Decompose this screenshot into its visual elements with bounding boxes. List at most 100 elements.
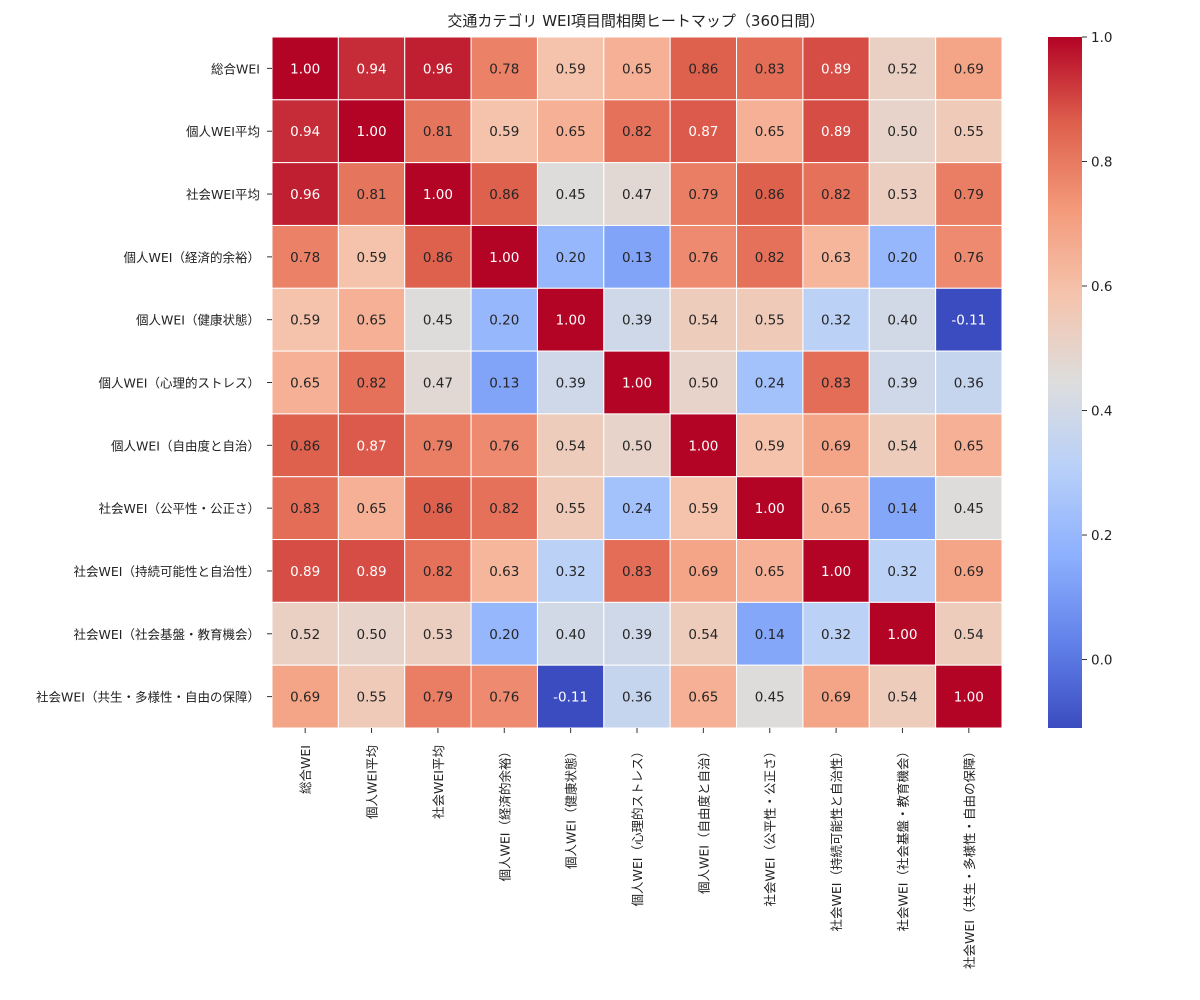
cell-value-label: 0.86 (489, 187, 519, 203)
heatmap-cell (868, 99, 937, 164)
heatmap-cell (536, 287, 605, 352)
heatmap-cell (271, 287, 339, 352)
heatmap-cell (470, 350, 538, 415)
cell-value-label: 0.40 (556, 627, 586, 643)
x-tick-label: 社会WEI（共生・多様性・自由の保障） (962, 745, 977, 969)
y-tick-label: 社会WEI（共生・多様性・自由の保障） (36, 690, 260, 705)
heatmap-cell (802, 350, 870, 415)
cell-value-label: 1.00 (821, 564, 851, 580)
cell-value-label: 0.65 (622, 61, 652, 77)
y-tick-label: 個人WEI（心理的ストレス） (99, 376, 260, 391)
cell-value-label: 0.86 (290, 438, 320, 454)
cell-value-label: 0.55 (357, 690, 387, 706)
cell-value-label: 0.65 (556, 124, 586, 140)
heatmap-cell (536, 162, 605, 226)
heatmap-cell (736, 539, 804, 603)
colorbar-tick-label: 1.0 (1091, 30, 1112, 46)
cell-value-label: 0.69 (290, 690, 320, 706)
cell-value-label: 0.82 (423, 564, 453, 580)
cell-value-label: 0.89 (821, 124, 851, 140)
cell-value-label: 1.00 (755, 501, 785, 517)
cell-value-label: 0.89 (357, 564, 387, 580)
y-tick-label: 社会WEI（持続可能性と自治性） (74, 564, 260, 579)
cell-value-label: 0.89 (821, 61, 851, 77)
cell-value-label: 0.54 (954, 627, 984, 643)
cell-value-label: 1.00 (556, 313, 586, 329)
cell-value-label: 0.65 (290, 376, 320, 392)
colorbar: 0.0 0.2 0.4 0.6 0.8 1.0 (1048, 30, 1112, 728)
cell-value-label: 0.94 (357, 61, 387, 77)
heatmap-cell (603, 539, 671, 603)
cell-value-label: 0.59 (556, 61, 586, 77)
cell-value-label: 0.81 (423, 124, 453, 140)
cell-value-label: 0.76 (954, 250, 984, 266)
heatmap-cell (271, 413, 339, 478)
heatmap-cell (669, 99, 738, 164)
colorbar-tick-label: 0.0 (1091, 653, 1112, 669)
cell-value-label: 0.65 (954, 438, 984, 454)
cell-value-label: 0.55 (556, 501, 586, 517)
heatmap-cell (868, 287, 937, 352)
heatmap-cell (470, 287, 538, 352)
heatmap-cell (404, 99, 472, 164)
heatmap-cell (868, 539, 937, 603)
heatmap-cell (802, 224, 870, 289)
heatmap-cell (337, 36, 406, 101)
cell-value-label: 0.96 (423, 61, 453, 77)
cell-value-label: 0.24 (622, 501, 652, 517)
cell-value-label: 0.79 (954, 187, 984, 203)
heatmap-cell (669, 476, 738, 541)
cell-value-label: 0.20 (887, 250, 917, 266)
cell-value-label: 0.76 (489, 438, 519, 454)
colorbar-tick-label: 0.2 (1091, 528, 1112, 544)
heatmap-cell (337, 287, 406, 352)
heatmap-cell (271, 162, 339, 226)
y-tick-label: 社会WEI（公平性・公正さ） (99, 501, 260, 516)
cell-value-label: 0.79 (423, 438, 453, 454)
heatmap-cell (868, 36, 937, 101)
x-tick-label: 個人WEI（自由度と自治） (696, 745, 711, 894)
cell-value-label: 0.20 (489, 313, 519, 329)
heatmap-cell (404, 224, 472, 289)
heatmap-cell (271, 36, 339, 101)
cell-value-label: 0.20 (556, 250, 586, 266)
cell-value-label: 0.52 (290, 627, 320, 643)
cell-value-label: 0.69 (954, 61, 984, 77)
cell-value-label: 0.63 (821, 250, 851, 266)
x-axis-labels: 総合WEI 個人WEI平均 社会WEI平均 個人WEI（経済的余裕） 個人WEI（健康状… (298, 728, 977, 969)
heatmap-cell (868, 476, 937, 541)
heatmap-cell (802, 162, 870, 226)
cell-value-label: 0.45 (423, 313, 453, 329)
heatmap-cell (935, 539, 1003, 603)
heatmap-cell (470, 476, 538, 541)
cell-value-label: 0.65 (357, 313, 387, 329)
heatmap-cell (935, 413, 1003, 478)
heatmap-cell (603, 664, 671, 729)
cell-value-label: 0.39 (622, 627, 652, 643)
cell-value-label: 0.50 (357, 627, 387, 643)
cell-value-label: 0.32 (821, 313, 851, 329)
heatmap-cell (404, 413, 472, 478)
cell-value-label: 0.52 (887, 61, 917, 77)
heatmap-cell (669, 413, 738, 478)
heatmap-cell (337, 476, 406, 541)
heatmap-cell (935, 224, 1003, 289)
cell-value-label: 0.63 (489, 564, 519, 580)
heatmap-cell (470, 539, 538, 603)
heatmap-cell (470, 224, 538, 289)
cell-value-label: 0.59 (290, 313, 320, 329)
heatmap-cell (404, 601, 472, 666)
y-tick-label: 総合WEI (211, 61, 260, 76)
cell-value-label: 0.86 (688, 61, 718, 77)
colorbar-tick-label: 0.8 (1091, 155, 1112, 171)
heatmap-cell (669, 162, 738, 226)
heatmap-cell (337, 413, 406, 478)
heatmap-cell (271, 601, 339, 666)
cell-value-label: 0.50 (622, 438, 652, 454)
heatmap-cell (802, 664, 870, 729)
colorbar-tick-label: 0.4 (1091, 404, 1112, 420)
cell-value-label: 0.32 (887, 564, 917, 580)
cell-value-label: 0.69 (821, 438, 851, 454)
y-tick-label: 社会WEI平均 (186, 187, 260, 202)
